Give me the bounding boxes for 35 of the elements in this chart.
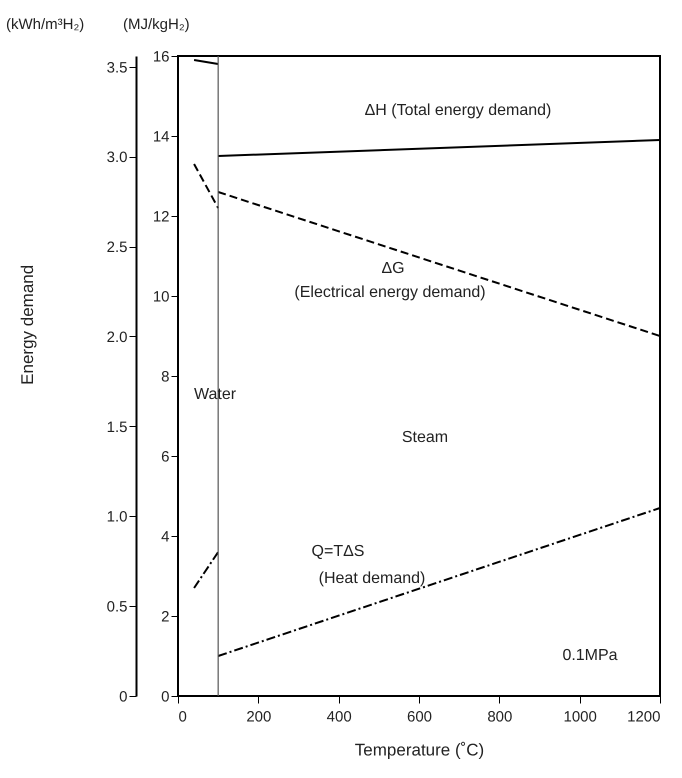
x-tick-label: 1000	[563, 708, 597, 726]
y2-tick-label: 2.5	[106, 239, 128, 256]
y2-tick-label: 0	[119, 688, 128, 706]
y-tick-label: 8	[161, 368, 170, 386]
x-axis-title: Temperature (˚C)	[354, 740, 484, 760]
annotation: Q=TΔS	[312, 543, 364, 560]
y2-tick-label: 3.5	[106, 59, 128, 76]
x-tick-label: 600	[406, 708, 432, 726]
y2-tick-label: 1.0	[106, 508, 128, 526]
y-tick-label: 2	[161, 608, 170, 626]
x-tick-label: 1200	[627, 708, 660, 726]
annotation: Steam	[402, 429, 448, 446]
annotation: ΔH (Total energy demand)	[364, 102, 552, 119]
y-tick-label: 6	[161, 448, 170, 466]
x-tick-label: 400	[326, 708, 352, 726]
y2-tick-label: 3.0	[106, 149, 128, 166]
y2-axis-title: (kWh/m³H₂)	[6, 16, 84, 33]
annotation: (Electrical energy demand)	[294, 284, 486, 301]
y2-tick-label: 1.5	[106, 418, 128, 436]
y-tick-label: 0	[161, 688, 170, 706]
annotation: (Heat demand)	[318, 570, 426, 587]
y-tick-label: 4	[161, 528, 170, 546]
text: Energy demand	[18, 264, 37, 385]
annotation: ΔG	[381, 260, 405, 277]
y2-tick-label: 2.0	[106, 328, 128, 346]
y2-tick-label: 0.5	[106, 598, 128, 616]
y-tick-label: 14	[152, 128, 170, 146]
y-tick-label: 16	[152, 48, 170, 66]
y-tick-label: 10	[152, 288, 170, 306]
annotation: 0.1MPa	[562, 647, 618, 664]
x-tick-label: 0	[178, 708, 187, 726]
x-tick-label: 200	[246, 708, 272, 726]
y-axis-title: (MJ/kgH₂)	[123, 16, 190, 33]
y-tick-label: 12	[152, 208, 170, 226]
x-tick-label: 800	[487, 708, 512, 726]
